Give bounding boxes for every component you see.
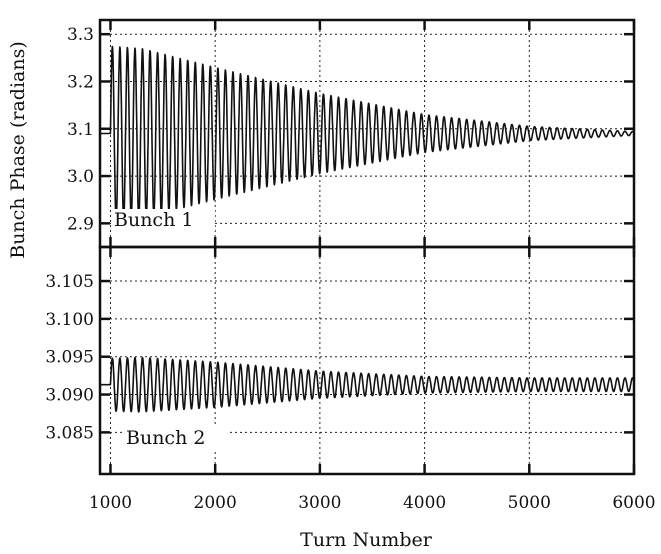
x-axis-title: Turn Number <box>300 529 433 551</box>
panel-label-bunch-1: Bunch 1 <box>114 209 193 231</box>
series-line-bunch-2 <box>99 356 635 413</box>
series-line-bunch-1 <box>99 45 635 221</box>
x-tick-label-6000: 6000 <box>612 493 655 513</box>
panel-frame <box>98 245 636 476</box>
y-tick-label: 3.0 <box>67 167 94 187</box>
bottom-panel: 3.085 3.090 3.095 3.100 3.105 Bunch 2 <box>45 245 636 476</box>
y-tick-label: 3.3 <box>67 25 94 45</box>
y-tick-label: 3.095 <box>45 348 94 368</box>
panel-label-bunch-2: Bunch 2 <box>126 427 205 449</box>
y-tick-label: 3.090 <box>45 386 94 406</box>
y-tick-label: 3.2 <box>67 72 94 92</box>
x-tick-label-4000: 4000 <box>403 493 446 513</box>
y-axis-title: Bunch Phase (radians) <box>7 41 29 259</box>
y-tick-label: 2.9 <box>67 214 94 234</box>
y-tick-label: 3.1 <box>67 120 94 140</box>
x-tick-label-3000: 3000 <box>298 493 341 513</box>
y-tick-label: 3.105 <box>45 272 94 292</box>
x-tick-label-2000: 2000 <box>194 493 237 513</box>
panel-label-background <box>123 427 227 449</box>
x-tick-labels: 1000 2000 3000 4000 5000 6000 <box>89 493 656 513</box>
panel-label-background <box>111 209 215 231</box>
top-panel: 2.9 3.0 3.1 3.2 3.3 Bunch 1 <box>67 18 636 249</box>
y-tick-label: 3.100 <box>45 310 94 330</box>
x-tick-label-1000: 1000 <box>89 493 132 513</box>
y-tick-label: 3.085 <box>45 423 94 443</box>
x-tick-label-5000: 5000 <box>508 493 551 513</box>
